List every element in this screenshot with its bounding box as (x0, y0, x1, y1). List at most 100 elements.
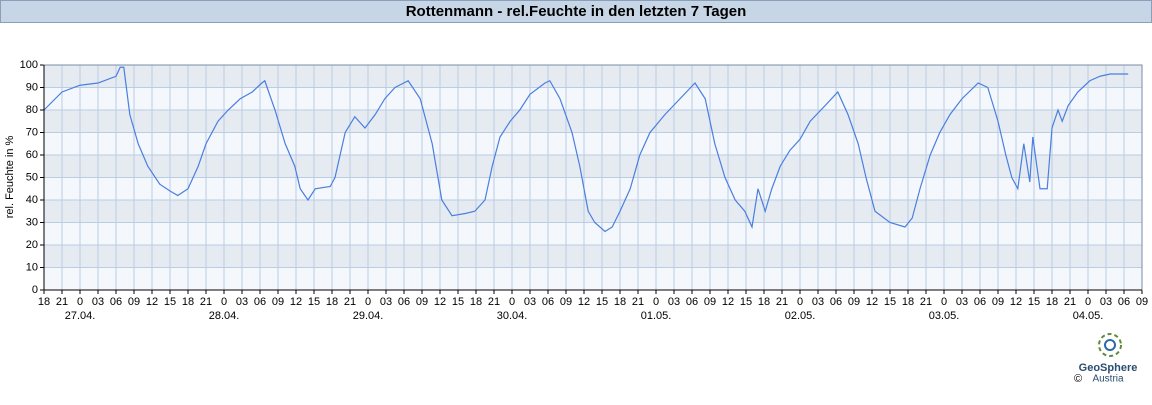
x-tick-label: 15 (164, 296, 176, 308)
date-label: 01.05. (641, 310, 672, 322)
y-tick-label: 50 (26, 171, 38, 183)
x-tick-label: 09 (416, 296, 428, 308)
x-tick-label: 09 (1136, 296, 1148, 308)
x-tick-label: 21 (1064, 296, 1076, 308)
x-tick-label: 06 (1118, 296, 1130, 308)
x-tick-label: 0 (653, 296, 659, 308)
x-tick-label: 03 (812, 296, 824, 308)
logo-sub: Austria (1092, 374, 1124, 385)
x-tick-label: 06 (542, 296, 554, 308)
y-tick-label: 90 (26, 81, 38, 93)
date-label: 27.04. (65, 310, 96, 322)
y-tick-label: 70 (26, 126, 38, 138)
x-tick-label: 0 (1085, 296, 1091, 308)
grid-band (44, 200, 1142, 223)
x-tick-label: 03 (668, 296, 680, 308)
x-tick-label: 0 (365, 296, 371, 308)
x-tick-label: 0 (941, 296, 947, 308)
x-tick-label: 21 (56, 296, 68, 308)
x-tick-label: 15 (596, 296, 608, 308)
x-tick-label: 06 (254, 296, 266, 308)
grid-band (44, 222, 1142, 245)
x-tick-label: 18 (182, 296, 194, 308)
y-tick-label: 40 (26, 194, 38, 206)
copyright: © (1074, 373, 1082, 385)
y-tick-label: 100 (20, 59, 38, 71)
x-tick-label: 09 (128, 296, 140, 308)
x-tick-label: 18 (326, 296, 338, 308)
x-tick-label: 18 (758, 296, 770, 308)
x-tick-label: 12 (434, 296, 446, 308)
y-tick-label: 10 (26, 261, 38, 273)
x-tick-label: 12 (866, 296, 878, 308)
grid-band (44, 110, 1142, 133)
chart-title: Rottenmann - rel.Feuchte in den letzten … (406, 3, 747, 20)
grid-band (44, 155, 1142, 178)
x-tick-label: 18 (470, 296, 482, 308)
x-tick-label: 15 (740, 296, 752, 308)
x-tick-label: 12 (146, 296, 158, 308)
x-tick-label: 12 (578, 296, 590, 308)
y-axis-label: rel. Feuchte in % (4, 136, 16, 219)
x-tick-label: 18 (1046, 296, 1058, 308)
x-tick-label: 0 (509, 296, 515, 308)
x-tick-label: 03 (92, 296, 104, 308)
y-tick-label: 60 (26, 149, 38, 161)
date-label: 04.05. (1073, 310, 1104, 322)
date-label: 30.04. (497, 310, 528, 322)
x-tick-label: 0 (797, 296, 803, 308)
x-tick-label: 06 (686, 296, 698, 308)
y-tick-label: 20 (26, 239, 38, 251)
x-tick-label: 18 (614, 296, 626, 308)
logo-icon (1098, 333, 1122, 357)
grid-band (44, 177, 1142, 200)
grid-band (44, 65, 1142, 88)
x-tick-label: 12 (1010, 296, 1022, 308)
grid-band (44, 87, 1142, 110)
x-tick-label: 03 (236, 296, 248, 308)
date-label: 29.04. (353, 310, 384, 322)
grid-band (44, 245, 1142, 268)
x-tick-label: 06 (398, 296, 410, 308)
x-tick-label: 03 (380, 296, 392, 308)
grid-band (44, 267, 1142, 290)
logo-name: GeoSphere (1079, 362, 1138, 374)
x-tick-label: 09 (272, 296, 284, 308)
date-label: 02.05. (785, 310, 816, 322)
x-tick-label: 0 (77, 296, 83, 308)
x-tick-label: 03 (524, 296, 536, 308)
x-tick-label: 06 (830, 296, 842, 308)
x-tick-label: 18 (38, 296, 50, 308)
date-label: 03.05. (929, 310, 960, 322)
x-tick-label: 21 (488, 296, 500, 308)
x-tick-label: 21 (776, 296, 788, 308)
logo: GeoSphere © Austria (1074, 333, 1138, 385)
y-tick-label: 0 (32, 284, 38, 296)
x-tick-label: 09 (560, 296, 572, 308)
x-tick-label: 15 (308, 296, 320, 308)
x-tick-label: 21 (632, 296, 644, 308)
x-tick-label: 06 (110, 296, 122, 308)
x-tick-label: 09 (704, 296, 716, 308)
humidity-line (43, 66, 1129, 233)
x-tick-label: 15 (1028, 296, 1040, 308)
y-tick-label: 30 (26, 216, 38, 228)
x-tick-label: 12 (722, 296, 734, 308)
y-tick-label: 80 (26, 104, 38, 116)
x-tick-label: 15 (884, 296, 896, 308)
x-tick-label: 18 (902, 296, 914, 308)
x-tick-label: 03 (1100, 296, 1112, 308)
x-tick-label: 21 (344, 296, 356, 308)
x-tick-label: 21 (920, 296, 932, 308)
x-tick-label: 03 (956, 296, 968, 308)
x-tick-label: 12 (290, 296, 302, 308)
x-tick-label: 09 (848, 296, 860, 308)
x-tick-label: 06 (974, 296, 986, 308)
x-tick-label: 09 (992, 296, 1004, 308)
grid-band (44, 132, 1142, 155)
x-tick-label: 21 (200, 296, 212, 308)
date-label: 28.04. (209, 310, 240, 322)
x-tick-label: 15 (452, 296, 464, 308)
x-tick-label: 0 (221, 296, 227, 308)
